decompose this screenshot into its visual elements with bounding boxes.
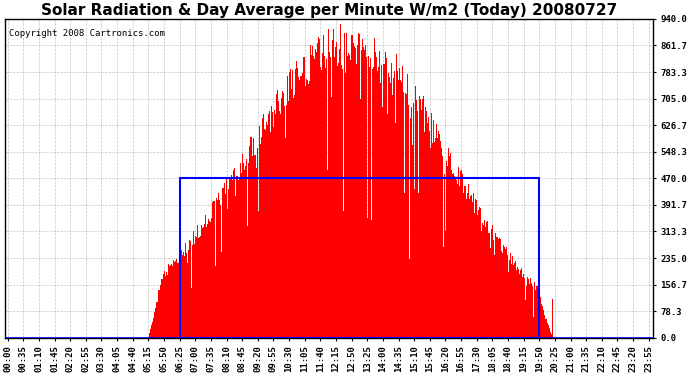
Text: Copyright 2008 Cartronics.com: Copyright 2008 Cartronics.com: [9, 28, 164, 38]
Title: Solar Radiation & Day Average per Minute W/m2 (Today) 20080727: Solar Radiation & Day Average per Minute…: [41, 3, 617, 18]
Bar: [179, 178, 540, 338]
